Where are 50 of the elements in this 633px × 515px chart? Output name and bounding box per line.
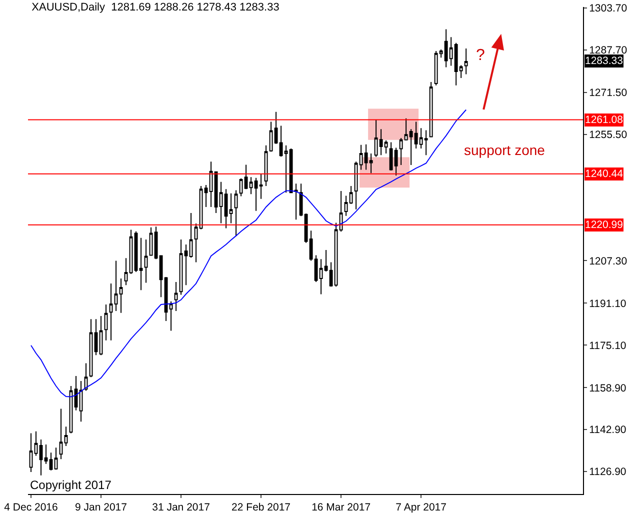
candlestick	[129, 229, 133, 274]
chart-title: XAUUSD,Daily 1281.69 1288.26 1278.43 1283.33	[32, 1, 280, 14]
y-tick-label: 1175.10	[589, 340, 626, 352]
candlestick	[144, 238, 148, 284]
candlestick	[34, 430, 38, 456]
candlestick	[49, 452, 53, 471]
x-tick-label: 7 Apr 2017	[396, 502, 447, 514]
candlestick	[109, 283, 113, 341]
text: 1283.33	[585, 55, 624, 67]
candlestick	[124, 258, 128, 286]
candlestick	[104, 304, 108, 341]
candlestick	[99, 316, 103, 356]
x-tick-label: 31 Jan 2017	[152, 502, 210, 514]
candlestick	[174, 281, 178, 312]
candlestick	[29, 432, 33, 472]
candlestick	[74, 376, 78, 411]
candlestick	[84, 362, 88, 392]
candlestick	[44, 444, 48, 464]
y-tick-label: 1255.50	[589, 129, 628, 142]
candlestick	[79, 380, 83, 422]
x-tick-label: 22 Feb 2017	[232, 502, 291, 514]
candlestick	[119, 278, 123, 314]
y-tick-label: 1142.90	[589, 424, 626, 436]
candlestick	[54, 447, 58, 470]
ref-line-label: 1261.08	[585, 114, 624, 126]
y-tick-label: 1271.50	[589, 87, 628, 100]
candlestick	[59, 408, 63, 460]
candlestick	[94, 318, 98, 356]
candlestick	[429, 81, 433, 138]
y-tick-label: 1191.10	[589, 298, 626, 310]
text: ?	[476, 47, 485, 64]
y-tick-label: 1303.70	[589, 2, 628, 15]
annotation: Copyright 2017	[30, 478, 112, 492]
y-tick-label: 1158.90	[589, 382, 626, 394]
x-tick-label: 4 Dec 2016	[4, 502, 58, 514]
x-tick-label: 9 Jan 2017	[75, 502, 128, 514]
y-tick-label: 1126.90	[589, 466, 626, 478]
candlestick	[464, 48, 468, 75]
x-tick-label: 16 Mar 2017	[312, 502, 371, 514]
candlestick	[39, 438, 43, 476]
y-tick-label: 1287.70	[589, 44, 628, 57]
candlestick	[114, 260, 118, 312]
candlestick	[234, 190, 238, 236]
ref-line-label: 1220.99	[585, 219, 624, 231]
candlestick	[64, 426, 68, 447]
ref-line-label: 1240.44	[585, 168, 624, 180]
annotation: support zone	[464, 142, 546, 158]
y-tick-label: 1207.30	[589, 255, 628, 268]
candlestick	[89, 318, 93, 378]
candlestick	[139, 237, 143, 291]
